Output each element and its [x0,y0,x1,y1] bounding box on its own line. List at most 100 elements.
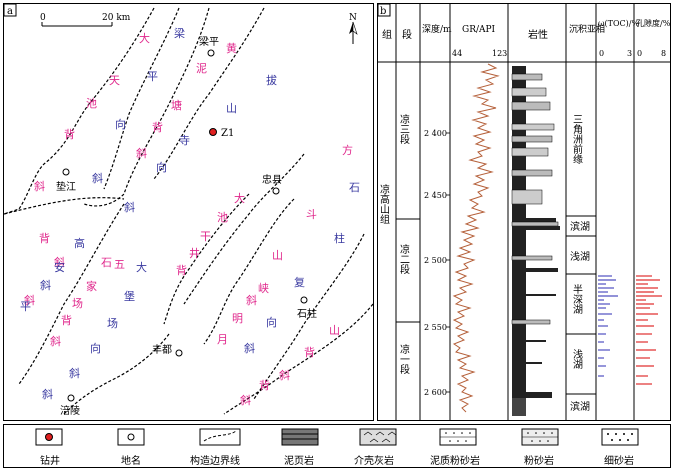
svg-text:复: 复 [294,275,305,289]
panel-b-box [377,3,391,17]
svg-text:石: 石 [101,256,112,269]
svg-text:石: 石 [349,181,360,194]
header-por-max: 8 [661,49,666,58]
header-section: 段 [402,28,412,41]
svg-text:明: 明 [232,312,243,325]
svg-text:黄: 黄 [226,41,237,55]
shell-limestone-icon [359,428,397,446]
svg-text:2 400: 2 400 [424,129,447,138]
svg-text:安: 安 [54,260,65,274]
section-1: 凉一段 [398,343,410,375]
legend-label-place: 地名 [121,456,141,467]
fengdu-marker [175,349,183,357]
legend-label-fine-sandstone: 细砂岩 [604,456,634,467]
svg-text:2 450: 2 450 [424,191,447,200]
depth-tick-marks [446,132,450,393]
zhongxian-marker [272,187,280,195]
svg-text:N: N [349,13,357,23]
syncline-labels: 梁 平 向 斜 拔 山 寺 向 斜 石 柱 复 向 斜 高 安 大 堡 场 向 … [20,26,360,401]
svg-text:井: 井 [189,246,200,260]
liangping-marker [207,49,215,57]
strat-canvas: b 组 段 深度/m GR/API 44 123 岩性 沉积亚相 ω(TOC)/… [377,3,671,420]
svg-text:2 500: 2 500 [424,256,447,265]
svg-text:斜: 斜 [244,342,255,355]
svg-text:拔: 拔 [266,73,277,87]
svg-text:向: 向 [156,160,167,174]
z1-label: Z1 [221,128,234,139]
svg-text:三角洲前缘: 三角洲前缘 [571,114,583,164]
svg-text:斜: 斜 [240,394,251,407]
zhongxian-label: 忠县 [262,174,282,186]
svg-text:柱: 柱 [334,231,345,245]
svg-text:平: 平 [147,70,158,83]
legend-symbols [35,428,639,446]
svg-text:背: 背 [176,263,187,277]
svg-text:斜: 斜 [40,279,51,292]
svg-text:滨湖: 滨湖 [570,220,590,233]
scale-km: 20 km [102,13,131,23]
place-markers: 梁平 Z1 垫江 忠县 石柱 丰都 涪陵 [56,35,317,417]
svg-text:场: 场 [72,296,83,310]
svg-text:月: 月 [217,333,228,346]
svg-text:天: 天 [109,74,120,87]
panel-b-label: b [380,6,386,17]
svg-text:2 550: 2 550 [424,323,447,332]
header-lith: 岩性 [528,28,548,41]
svg-text:方: 方 [342,143,353,157]
svg-text:家: 家 [86,279,97,293]
header-facies: 沉积亚相 [569,23,605,35]
svg-text:高: 高 [74,236,85,250]
anticline-labels: 大 黄 泥 天 池 背 斜 塘 背 斜 方 斗 山 大 池 干 井 背 斜 明 … [24,31,353,407]
svg-text:向: 向 [115,117,126,131]
svg-text:斜: 斜 [92,172,103,185]
svg-text:山: 山 [329,324,340,337]
svg-text:场: 场 [107,316,118,330]
legend-label-well: 钻井 [40,456,60,467]
column-dividers [395,4,635,420]
siltstone-icon [521,428,559,446]
svg-text:斜: 斜 [279,369,290,382]
svg-text:背: 背 [61,313,72,327]
shale-icon [281,428,319,446]
svg-text:背: 背 [39,231,50,245]
svg-text:山: 山 [272,249,283,262]
svg-text:斜: 斜 [50,335,61,348]
fuling-marker [67,394,75,402]
map-canvas: a 0 20 km N [3,3,374,417]
svg-text:五: 五 [114,258,125,271]
panel-a-box [3,3,17,17]
scale-zero: 0 [40,13,46,23]
header-group: 组 [382,28,392,41]
svg-text:泥: 泥 [196,62,207,75]
svg-text:寺: 寺 [179,134,190,147]
svg-text:山: 山 [226,102,237,115]
svg-text:2 600: 2 600 [424,388,447,397]
svg-text:斜: 斜 [136,147,147,160]
svg-text:斜: 斜 [34,180,45,193]
legend-label-boundary: 构造边界线 [190,456,240,467]
legend-label-shell-limestone: 介壳灰岩 [354,456,394,467]
shizhu-marker [300,296,308,304]
svg-text:斜: 斜 [124,201,135,214]
map-panel: a 0 20 km N [3,3,374,421]
svg-text:浅湖: 浅湖 [570,250,590,263]
header-por: 孔隙度/% [636,18,670,28]
gr-curve [452,63,500,413]
header-depth: 深度/m [422,23,452,35]
svg-text:斗: 斗 [306,208,317,221]
svg-text:斜: 斜 [246,294,257,307]
facies-boundaries [566,215,596,395]
section-3: 凉三段 [398,113,410,145]
legend-label-siltstone: 粉砂岩 [524,456,554,467]
porosity-bars [636,275,662,385]
fuling-label: 涪陵 [60,404,80,417]
svg-text:池: 池 [217,211,228,224]
svg-text:斜: 斜 [24,294,35,307]
legend-label-shale: 泥页岩 [284,456,314,467]
svg-text:大: 大 [234,191,245,205]
header-toc: ω(TOC)/% [598,19,639,28]
dianjiang-label: 垫江 [56,180,76,193]
svg-text:浅湖: 浅湖 [571,348,583,370]
svg-text:大: 大 [136,260,147,274]
toc-bars [598,275,618,377]
